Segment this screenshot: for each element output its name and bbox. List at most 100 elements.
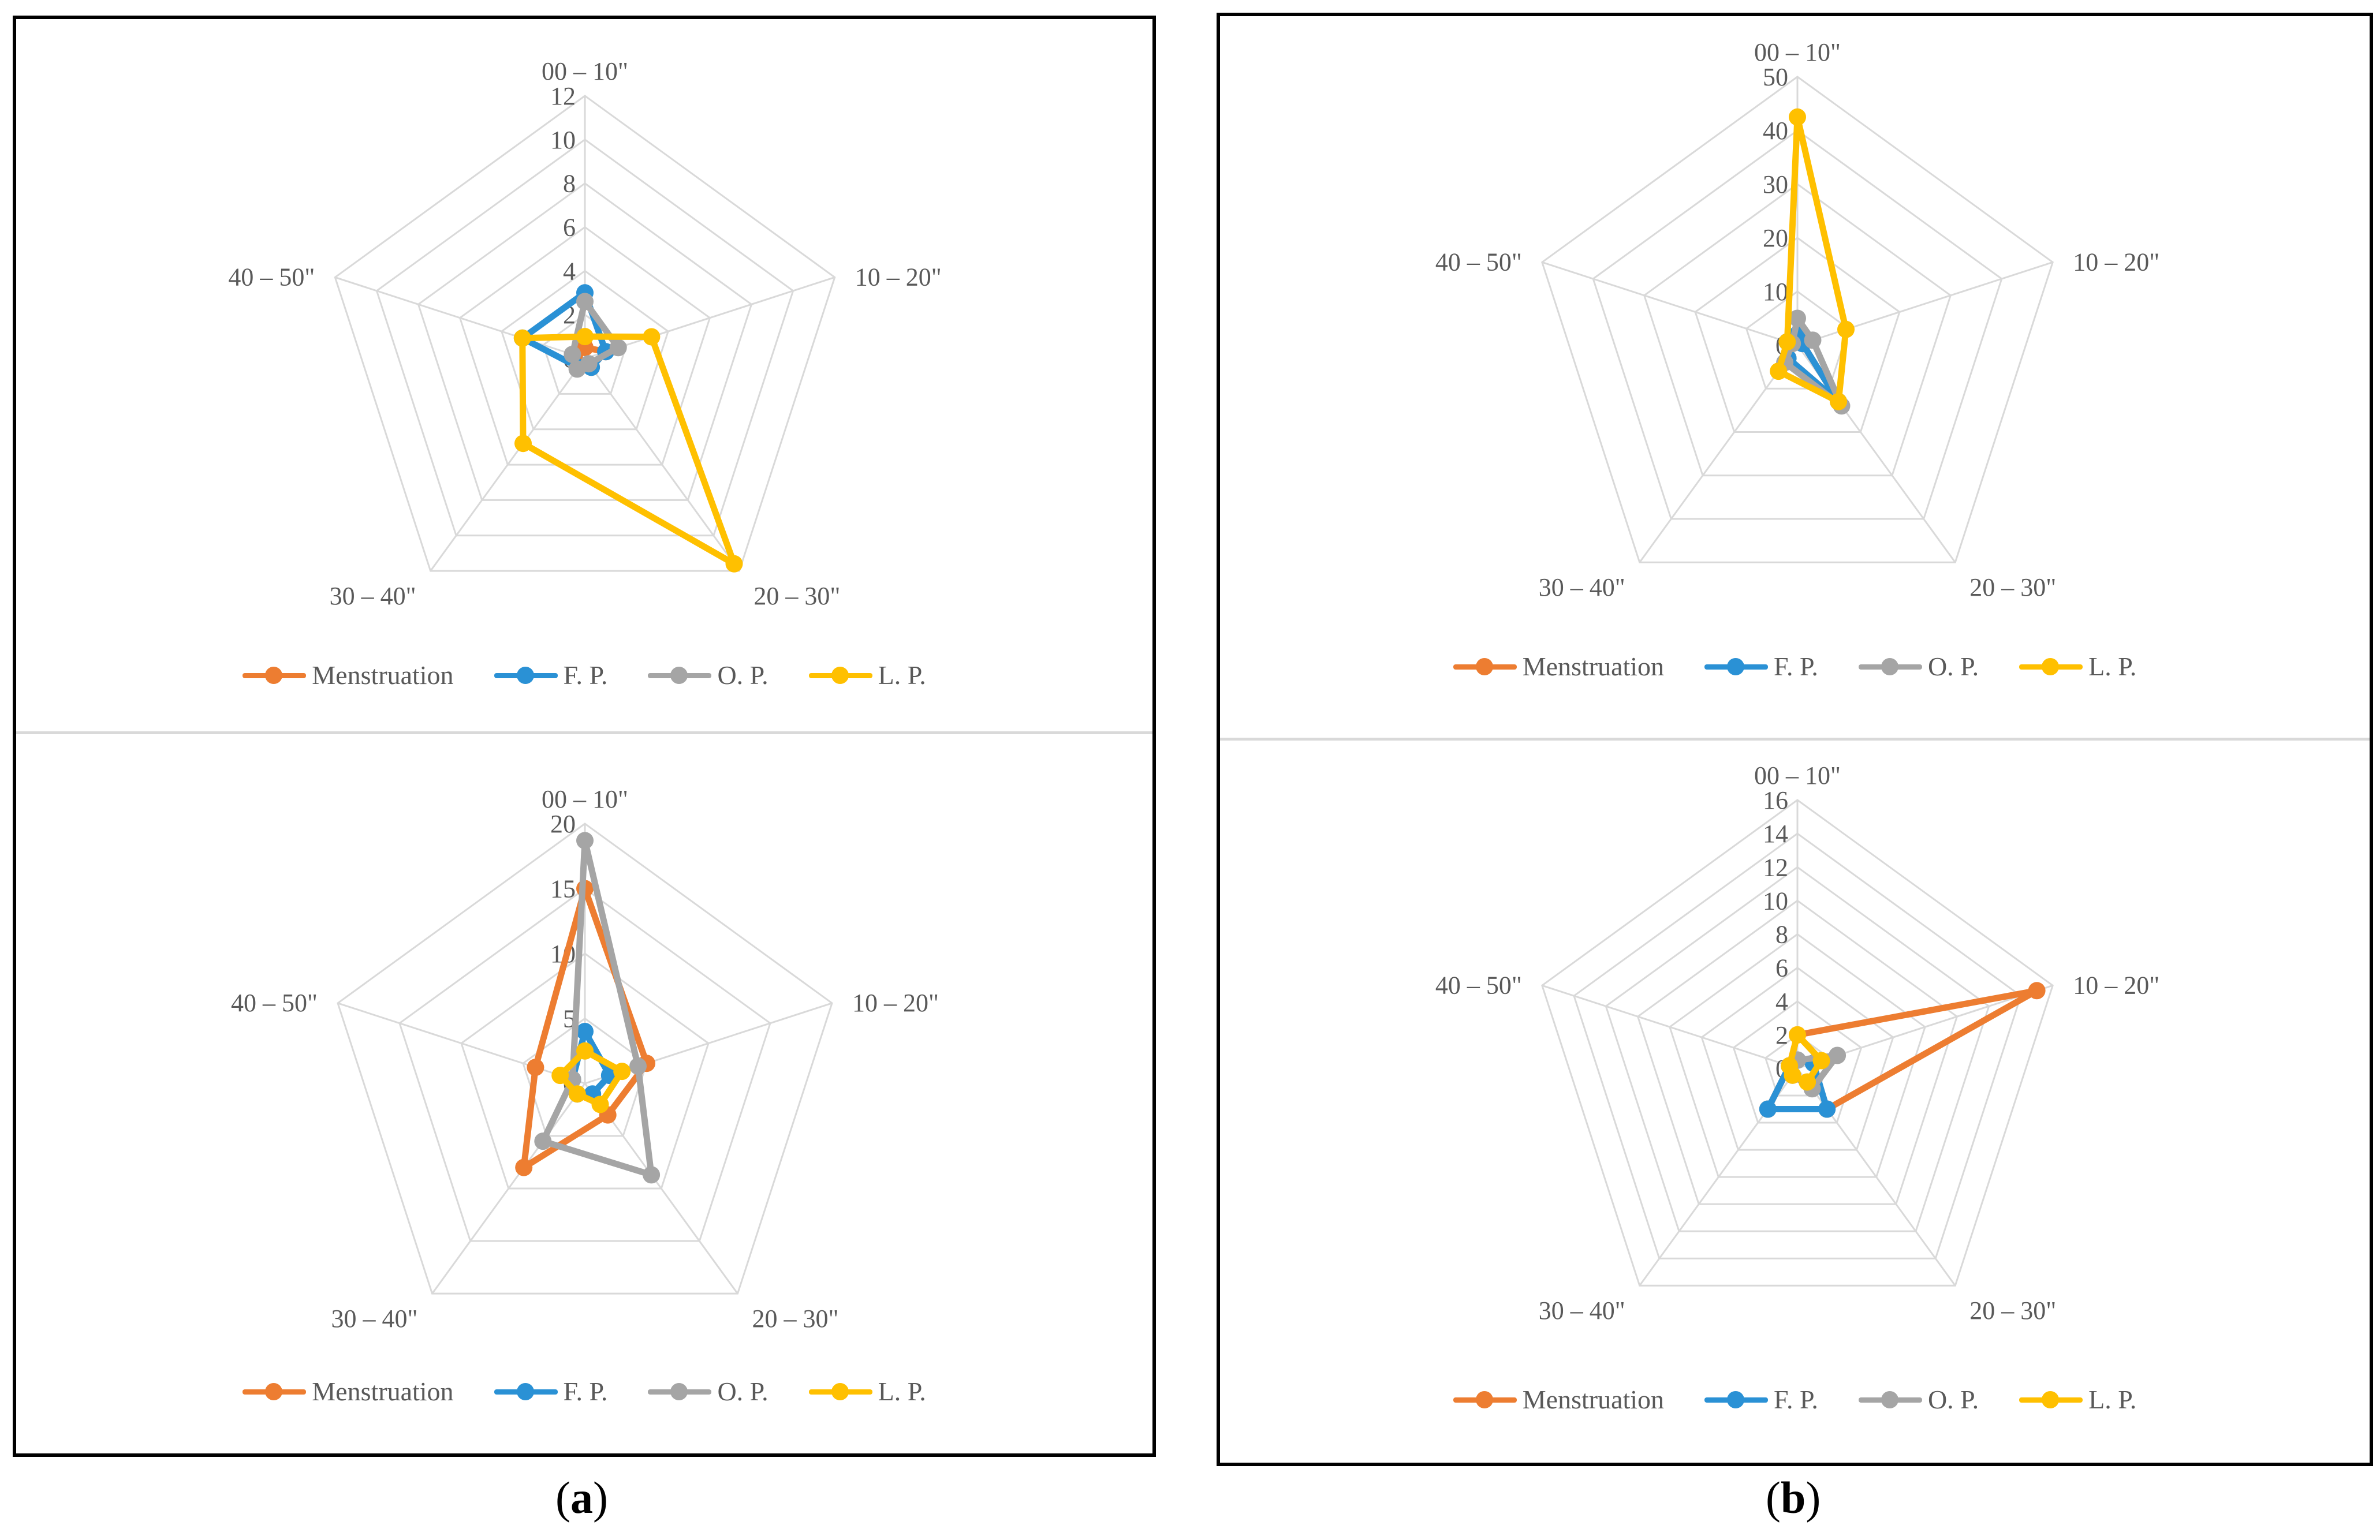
point-l-p-0 <box>1789 1026 1806 1044</box>
legend-label: L. P. <box>878 1377 926 1406</box>
legend-item-menstruation: Menstruation <box>243 660 454 690</box>
tick-label-16: 16 <box>1763 786 1788 814</box>
tick-label-14: 14 <box>1763 820 1788 848</box>
grid-ring-3 <box>1700 966 1894 1151</box>
legend-marker-icon <box>648 666 712 684</box>
point-o-p-3 <box>568 360 586 378</box>
legend-item-o-p: O. P. <box>1858 651 1979 682</box>
grid-ring-3 <box>458 226 711 466</box>
point-o-p-3 <box>534 1132 552 1150</box>
legend-label: Menstruation <box>312 1377 454 1406</box>
point-f-p-2 <box>1818 1100 1836 1118</box>
point-l-p-4 <box>551 1067 569 1085</box>
grid-spoke-3 <box>430 358 586 571</box>
axis-label-4: 40 – 50" <box>1435 971 1522 999</box>
legend-marker-icon <box>648 1382 712 1400</box>
tick-label-8: 8 <box>1775 921 1788 949</box>
legend-label: F. P. <box>1774 1385 1818 1414</box>
radar-svg-a-bottom: 0510152000 – 10"10 – 20"20 – 30"30 – 40"… <box>231 785 939 1333</box>
point-menstruation-3 <box>515 1158 533 1176</box>
grid-ring-5 <box>1541 76 2054 563</box>
point-o-p-1 <box>609 339 627 357</box>
point-o-p-2 <box>643 1166 661 1184</box>
panel-b-divider <box>1220 738 2370 741</box>
point-l-p-1 <box>1812 1052 1830 1070</box>
tick-label-6: 6 <box>563 214 576 242</box>
series-line-menstruation <box>520 885 650 1171</box>
legend-item-l-p: L. P. <box>2019 651 2136 682</box>
series-line-l-p <box>1775 114 1849 405</box>
radar-chart-a-bottom: 0510152000 – 10"10 – 20"20 – 30"30 – 40"… <box>16 734 1152 1453</box>
axis-label-2: 20 – 30" <box>1969 1296 2056 1325</box>
tick-label-12: 12 <box>550 82 576 110</box>
radar-svg-a-top: 02468101200 – 10"10 – 20"20 – 30"30 – 40… <box>228 57 942 610</box>
legend-a-bottom: Menstruation F. P. O. P. L. P. <box>16 1376 1152 1407</box>
point-l-p-2 <box>1799 1073 1816 1091</box>
tick-label-8: 8 <box>563 170 576 198</box>
caption-b: (b) <box>1766 1472 1821 1523</box>
grid-ring-3 <box>398 887 771 1242</box>
caption-a-letter: a <box>570 1472 593 1523</box>
legend-marker-icon <box>1704 657 1769 675</box>
legend-marker-icon <box>1704 1391 1769 1408</box>
grid-ring-6 <box>1605 866 1990 1232</box>
legend-label: F. P. <box>563 660 608 690</box>
axis-label-1: 10 – 20" <box>2073 248 2159 276</box>
tick-label-12: 12 <box>1763 853 1788 881</box>
axis-label-1: 10 – 20" <box>855 263 942 291</box>
legend-label: F. P. <box>563 1377 608 1406</box>
panel-a-divider <box>16 731 1152 734</box>
grid-spoke-2 <box>584 358 740 571</box>
grid-ring-6 <box>334 95 836 572</box>
point-l-p-4 <box>1781 1057 1799 1075</box>
grid-ring-5 <box>375 138 794 537</box>
point-menstruation-4 <box>527 1059 544 1076</box>
axis-label-4: 40 – 50" <box>231 989 318 1017</box>
legend-item-l-p: L. P. <box>808 660 926 690</box>
legend-b-bottom: Menstruation F. P. O. P. L. P. <box>1220 1384 2370 1415</box>
grid-ring-2 <box>460 952 710 1190</box>
axis-label-2: 20 – 30" <box>1969 573 2056 601</box>
caption-a: (a) <box>555 1472 608 1523</box>
tick-label-6: 6 <box>1775 954 1788 982</box>
point-l-p-1 <box>1837 320 1855 338</box>
axis-label-0: 00 – 10" <box>1754 761 1841 790</box>
legend-b-top: Menstruation F. P. O. P. L. P. <box>1220 651 2370 682</box>
legend-label: Menstruation <box>312 660 454 690</box>
grid-ring-5 <box>1636 899 1959 1205</box>
tick-label-4: 4 <box>563 257 576 285</box>
grid-spoke-3 <box>431 1083 586 1294</box>
tick-label-40: 40 <box>1763 117 1788 145</box>
point-l-p-2 <box>1830 393 1848 410</box>
grid-spoke-4 <box>1542 261 1798 346</box>
tick-label-4: 4 <box>1775 988 1788 1016</box>
legend-item-menstruation: Menstruation <box>1453 651 1664 682</box>
axis-label-3: 30 – 40" <box>1539 1296 1625 1325</box>
point-o-p-0 <box>576 293 594 311</box>
axis-label-0: 00 – 10" <box>542 57 628 85</box>
caption-b-letter: b <box>1780 1472 1806 1523</box>
point-l-p-0 <box>576 328 594 346</box>
grid-ring-4 <box>337 823 833 1295</box>
point-o-p-0 <box>1789 309 1806 327</box>
radar-chart-a-top: 02468101200 – 10"10 – 20"20 – 30"30 – 40… <box>16 19 1152 731</box>
grid-ring-4 <box>1592 129 2003 520</box>
legend-item-f-p: F. P. <box>1704 651 1818 682</box>
point-o-p-1 <box>629 1057 647 1075</box>
axis-label-1: 10 – 20" <box>852 989 939 1017</box>
point-l-p-4 <box>513 329 531 347</box>
radar-chart-b-top: 0102030405000 – 10"10 – 20"20 – 30"30 – … <box>1220 16 2370 738</box>
radar-svg-b-bottom: 024681012141600 – 10"10 – 20"20 – 30"30 … <box>1435 761 2159 1325</box>
legend-item-o-p: O. P. <box>648 1376 769 1407</box>
legend-marker-icon <box>243 666 307 684</box>
legend-marker-icon <box>494 666 558 684</box>
legend-a-top: Menstruation F. P. O. P. L. P. <box>16 660 1152 690</box>
legend-marker-icon <box>1858 1391 1922 1408</box>
legend-marker-icon <box>494 1382 558 1400</box>
radar-svg-b-top: 0102030405000 – 10"10 – 20"20 – 30"30 – … <box>1435 38 2159 601</box>
point-o-p-0 <box>576 832 594 850</box>
legend-marker-icon <box>1453 1391 1517 1408</box>
legend-item-menstruation: Menstruation <box>1453 1384 1664 1415</box>
legend-label: Menstruation <box>1522 652 1665 681</box>
point-l-p-4 <box>1778 333 1796 351</box>
